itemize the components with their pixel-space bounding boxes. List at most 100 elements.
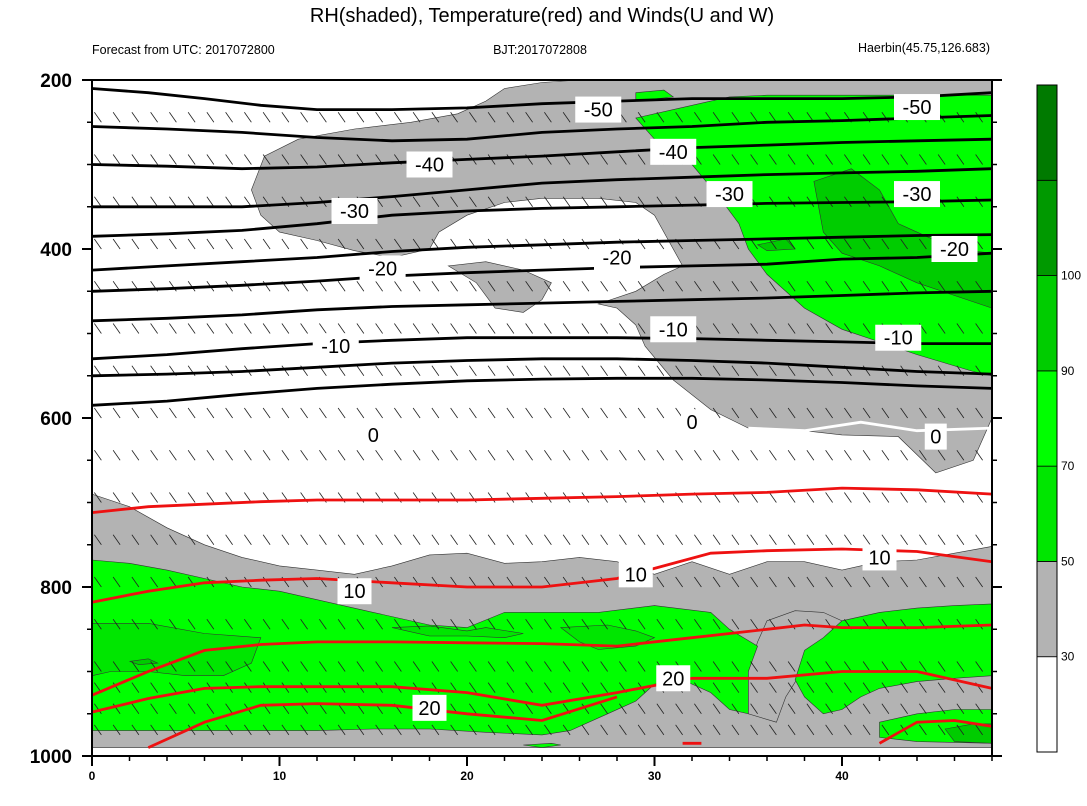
wind-barb	[600, 534, 608, 545]
wind-barb	[937, 682, 946, 693]
wind-barb	[619, 703, 627, 714]
rh-region	[391, 625, 524, 639]
wind-barb	[712, 323, 721, 334]
wind-barb	[431, 281, 440, 292]
wind-barb	[225, 724, 233, 736]
isotherm-label-box	[924, 423, 947, 450]
wind-barb	[581, 450, 590, 461]
wind-barb	[525, 196, 533, 207]
wind-barb	[187, 492, 196, 503]
wind-barb	[937, 576, 946, 588]
wind-barb	[900, 154, 908, 165]
wind-barb	[206, 703, 215, 714]
wind-barb	[769, 450, 777, 461]
wind-barb	[169, 407, 177, 419]
wind-barb	[262, 619, 271, 630]
isotherm-line	[91, 233, 993, 272]
wind-barb	[506, 196, 515, 207]
wind-barb	[131, 238, 140, 250]
wind-barb	[487, 619, 496, 630]
wind-barb	[656, 450, 665, 461]
wind-barb	[562, 534, 571, 545]
wind-barb	[469, 281, 477, 292]
wind-barb	[731, 682, 740, 693]
isotherm-label: -20	[603, 247, 632, 269]
wind-barb	[712, 112, 721, 123]
wind-barb	[469, 196, 477, 207]
wind-barb	[731, 576, 740, 588]
wind-barb	[975, 196, 983, 207]
wind-barb	[337, 407, 346, 419]
wind-barb	[150, 492, 158, 503]
wind-barb	[919, 534, 927, 545]
isotherm-label-box	[656, 665, 691, 692]
wind-barb	[319, 619, 327, 630]
wind-barb	[169, 682, 177, 693]
wind-barb	[750, 661, 758, 672]
wind-barb	[787, 534, 796, 545]
wind-barb	[337, 619, 346, 630]
wind-barb	[469, 724, 477, 736]
wind-barb	[862, 703, 871, 714]
wind-barb	[150, 619, 158, 630]
wind-barb	[300, 724, 308, 736]
wind-barb	[600, 661, 608, 672]
wind-barb	[187, 407, 196, 419]
wind-barb	[112, 323, 121, 334]
wind-barb	[844, 661, 852, 672]
wind-barb	[169, 534, 177, 545]
wind-barb	[356, 661, 365, 672]
wind-barb	[694, 703, 702, 714]
wind-barb	[150, 450, 158, 461]
wind-barb	[975, 724, 983, 736]
wind-barb	[319, 154, 327, 165]
wind-barb	[750, 492, 758, 503]
wind-barb	[506, 238, 515, 250]
wind-barb	[450, 661, 458, 672]
wind-barb	[131, 724, 140, 736]
wind-barb	[881, 492, 890, 503]
wind-barb	[525, 682, 533, 693]
wind-barb	[450, 534, 458, 545]
wind-barb	[787, 450, 796, 461]
wind-barb	[656, 703, 665, 714]
isotherm-label: -30	[715, 184, 744, 206]
wind-barb	[94, 492, 102, 503]
wind-barb	[412, 450, 421, 461]
wind-barb	[150, 196, 158, 207]
colorbar-segment	[1036, 370, 1058, 467]
wind-barb	[262, 576, 271, 588]
wind-barb	[975, 703, 983, 714]
wind-barb	[450, 323, 458, 334]
wind-barb	[131, 703, 140, 714]
wind-barb	[637, 407, 646, 419]
isotherm-line	[91, 289, 993, 323]
wind-barb	[206, 619, 215, 630]
wind-barb	[600, 450, 608, 461]
wind-barb	[94, 281, 102, 292]
wind-barb	[694, 112, 702, 123]
wind-barb	[844, 154, 852, 165]
isotherm-line	[91, 198, 993, 238]
wind-barb	[787, 682, 796, 693]
x-tick-label: 10	[273, 769, 287, 783]
wind-barb	[150, 323, 158, 334]
wind-barb	[731, 323, 740, 334]
wind-barb	[937, 407, 946, 419]
wind-barb	[581, 703, 590, 714]
wind-barb	[750, 576, 758, 588]
wind-barb	[225, 196, 233, 207]
wind-barb	[206, 238, 215, 250]
wind-barb	[487, 534, 496, 545]
wind-barb	[637, 492, 646, 503]
wind-barb	[637, 450, 646, 461]
wind-barb	[187, 112, 196, 123]
wind-barb	[281, 619, 290, 630]
wind-barb	[787, 281, 796, 292]
plot-area: -50 -50 -40 -40 -30 -30 -30 -20 -20 -20 -10 -10 -10 0…	[30, 71, 1002, 783]
wind-barb	[281, 323, 290, 334]
wind-barb	[244, 534, 252, 545]
wind-barb	[394, 323, 402, 334]
colorbar-tick-label: 90	[1061, 364, 1075, 378]
wind-barb	[581, 724, 590, 736]
